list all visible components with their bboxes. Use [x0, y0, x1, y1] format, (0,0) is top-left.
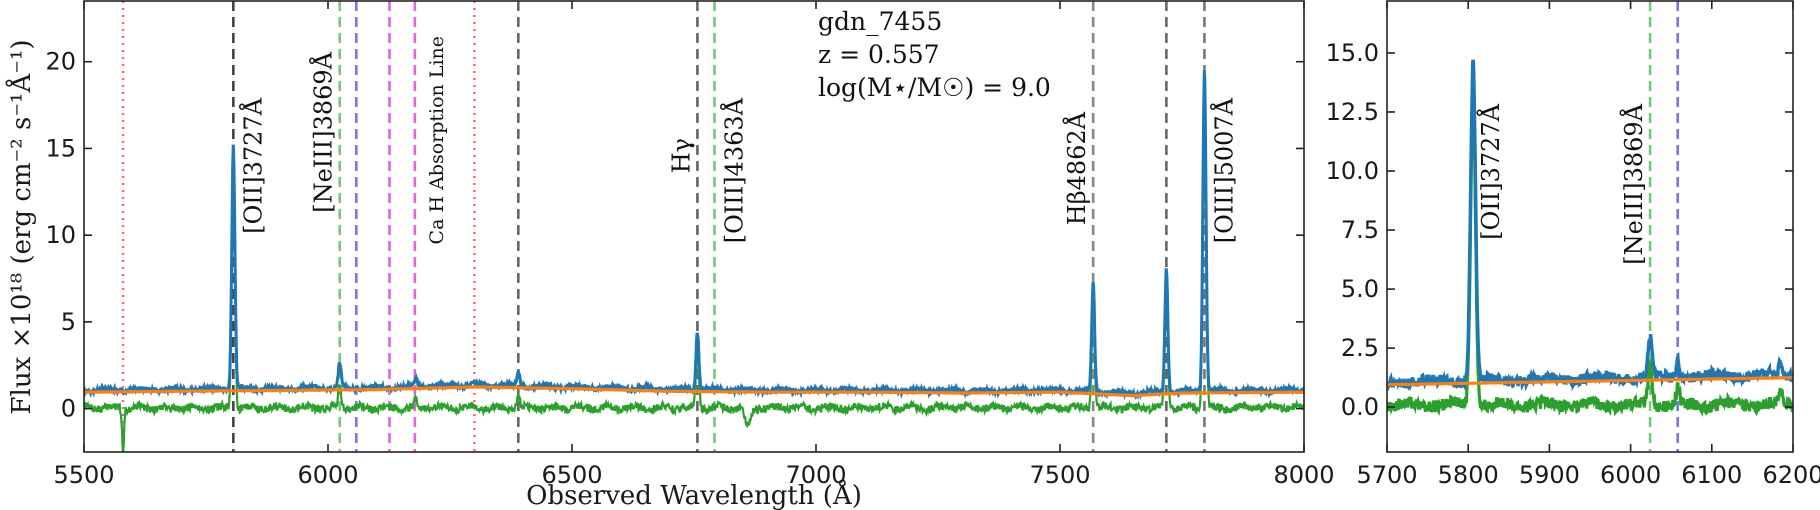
main-y-tick-label: 0: [61, 395, 76, 423]
zoom-series-continuum-model: [1387, 376, 1793, 387]
main-spectrum-panel: 5500 6000 6500 7000 7500 8000 0 5 10 15 20 [OII]372…: [5, 0, 1335, 510]
zoom-series-residual: [1387, 91, 1793, 417]
zoom-x-tick-label: 5700: [1356, 461, 1417, 489]
main-y-tick-label: 10: [45, 221, 76, 249]
main-x-tick-label: 7000: [785, 461, 846, 489]
main-line-label-2: [NeIII]3869Å: [309, 51, 338, 212]
zoom-y-tick-label: 5.0: [1341, 275, 1379, 303]
zoom-x-tick-label: 6100: [1681, 461, 1742, 489]
zoom-y-tick-label: 12.5: [1326, 98, 1379, 126]
info-line-1: z = 0.557: [818, 40, 940, 69]
zoom-y-tick-label: 0.0: [1341, 393, 1379, 421]
main-line-label-12: [OIII]5007Å: [1209, 97, 1238, 243]
zoom-spectrum-panel: 5700 5800 5900 6000 6100 6200 0.0 2.5 5.0 7.5 10.0…: [1326, 0, 1820, 489]
zoom-axes-frame: [1386, 0, 1794, 453]
x-axis-label: Observed Wavelength (Å): [526, 479, 862, 510]
main-y-tick-label: 5: [61, 308, 76, 336]
zoom-series-observed-flux: [1387, 59, 1793, 393]
main-plot-area: [84, 1, 1304, 452]
zoom-x-tick-label: 6000: [1600, 461, 1661, 489]
main-line-label-5: Ca H Absorption Line: [426, 36, 448, 244]
zoom-line-label-0: [NeIII]3869Å: [1619, 103, 1648, 264]
info-line-2: log(M⋆/M☉) = 9.0: [818, 73, 1051, 102]
zoom-text-label-0: [OII]3727Å: [1476, 103, 1505, 239]
main-x-tick-label: 6000: [297, 461, 358, 489]
main-line-label-1: [OII]3727Å: [238, 97, 267, 233]
zoom-y-tick-label: 15.0: [1326, 39, 1379, 67]
main-line-label-9: [OIII]4363Å: [719, 97, 748, 243]
main-x-tick-label: 6500: [541, 461, 602, 489]
zoom-y-tick-label: 10.0: [1326, 157, 1379, 185]
main-x-tick-label: 5500: [53, 461, 114, 489]
main-line-label-8: Hγ: [667, 138, 695, 173]
main-series-residual: [84, 94, 1304, 452]
zoom-plot-area: [1387, 1, 1793, 452]
zoom-y-tick-label: 7.5: [1341, 216, 1379, 244]
zoom-x-tick-label: 6200: [1762, 461, 1820, 489]
zoom-x-tick-label: 5900: [1519, 461, 1580, 489]
zoom-x-tick-label: 5800: [1438, 461, 1499, 489]
info-line-0: gdn_7455: [818, 7, 942, 36]
main-x-tick-label: 8000: [1273, 461, 1334, 489]
main-y-tick-label: 20: [45, 48, 76, 76]
zoom-y-tick-label: 2.5: [1341, 334, 1379, 362]
main-y-tick-label: 15: [45, 134, 76, 162]
main-series-continuum-model: [84, 385, 1304, 398]
y-axis-label: Flux ×10¹⁸ (erg cm⁻² s⁻¹Å⁻¹): [5, 39, 37, 414]
main-axes-frame: [83, 0, 1305, 453]
main-line-label-10: Hβ4862Å: [1062, 111, 1091, 225]
main-x-tick-label: 7500: [1029, 461, 1090, 489]
